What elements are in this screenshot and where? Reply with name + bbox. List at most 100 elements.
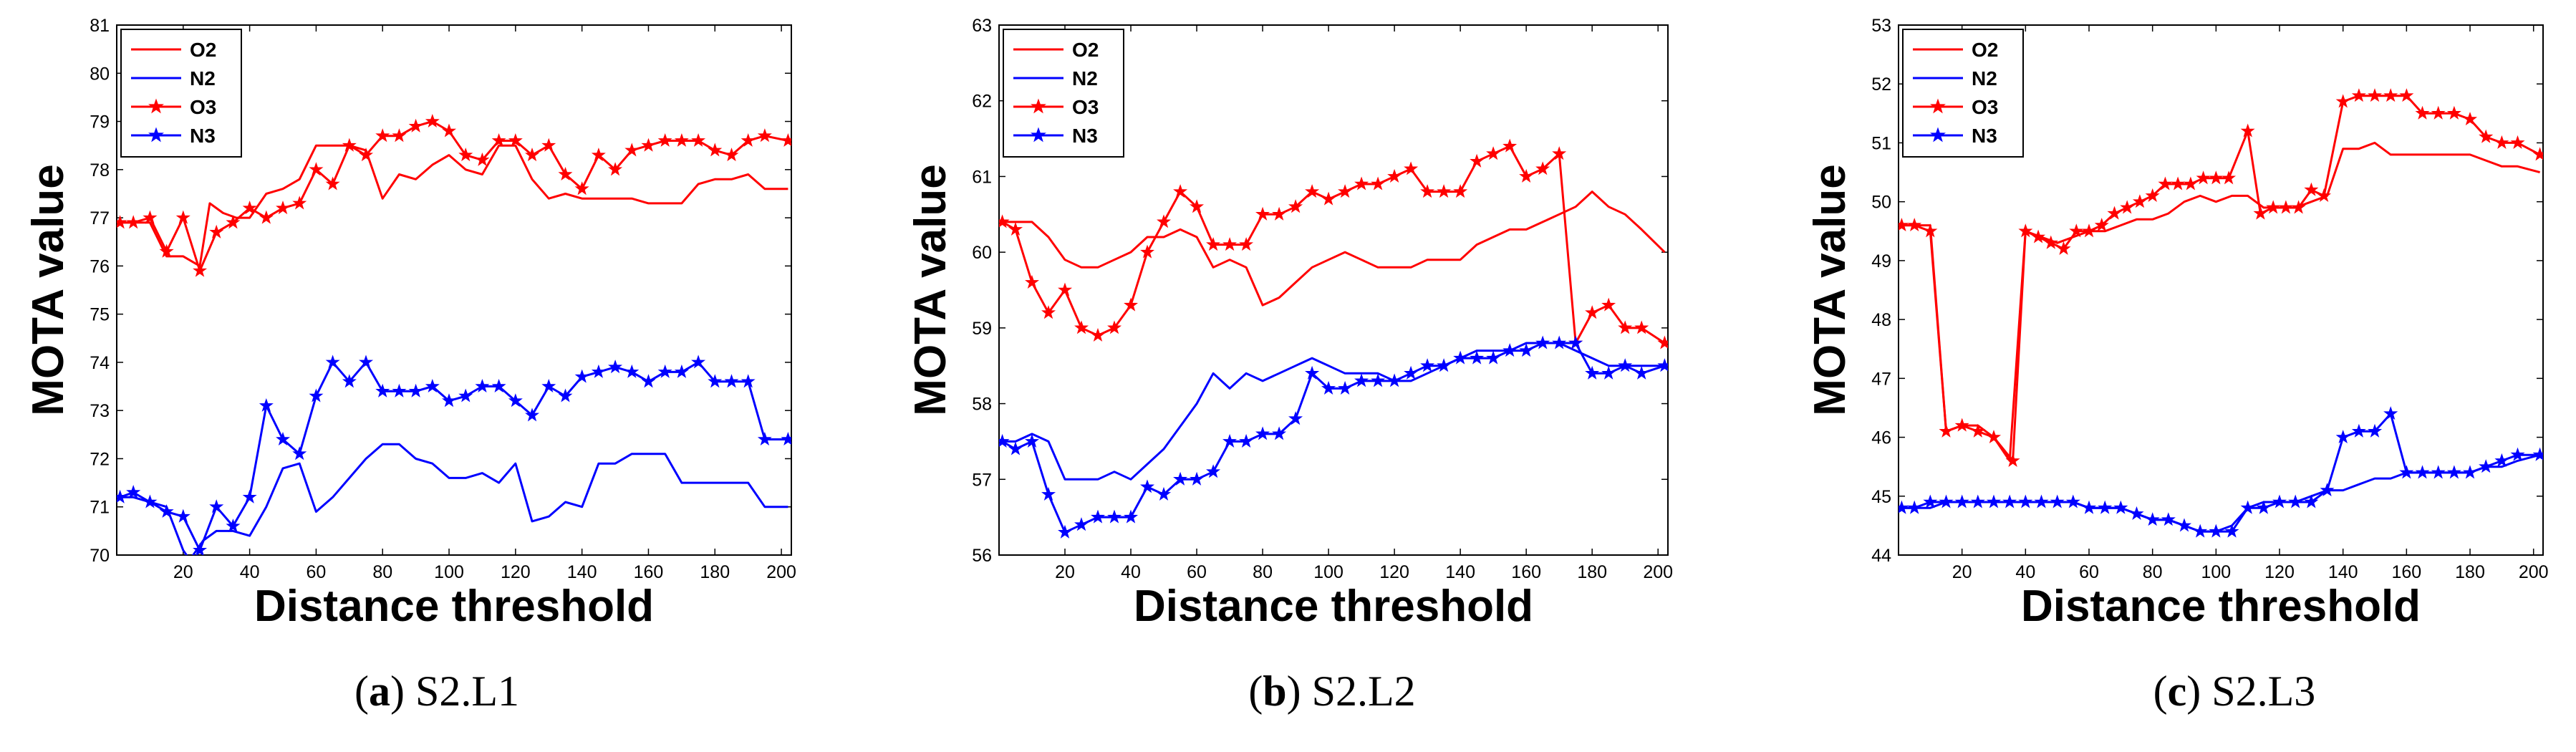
panel-c-legend-n2-label: N2 <box>1972 67 1997 90</box>
panel-a-series-n3-point <box>143 494 158 508</box>
panel-a-y-axis-label: MOTA value <box>24 164 73 415</box>
panel-b-x-tick-label: 20 <box>1055 562 1075 582</box>
panel-c-series-n3-point <box>2098 500 2113 514</box>
panel-c-series-o3-point <box>2510 135 2525 149</box>
panel-c-series-o3-point <box>2335 94 2350 108</box>
panel-a-legend-o3-marker <box>148 98 164 114</box>
panel-a-series-o3-point <box>159 244 174 258</box>
panel-a-series-n3-point <box>624 364 640 378</box>
panel-a-x-tick-label: 60 <box>307 562 327 582</box>
panel-c-x-tick-label: 80 <box>2143 562 2163 582</box>
panel-a-series-n3-point <box>708 374 723 388</box>
panel-b-series-n3-point <box>1091 509 1106 524</box>
panel-c-series-n3-point <box>2368 423 2383 438</box>
panel-a-series-o3-point <box>259 210 274 224</box>
panel-c-series-o3-point <box>2031 229 2046 244</box>
panel-b-y-tick-label: 60 <box>972 243 992 263</box>
panel-b-series-n3-point <box>1338 380 1353 395</box>
panel-a-y-tick-label: 75 <box>90 305 110 325</box>
panel-c-series-o3-point <box>2253 206 2268 220</box>
panel-b: (b) S2.L2 20 40 60 80 100 120 140 160 180 200 56 57… <box>906 16 1673 715</box>
panel-b-series-o3-point <box>1190 199 1205 213</box>
panel-c-series-n3-point <box>1899 500 1909 514</box>
panel-a-series-o3-point <box>591 148 606 162</box>
panel-a-series-o3-point <box>691 132 706 147</box>
panel-c-series-o3-point <box>2158 176 2173 191</box>
panel-a-series-n3-point <box>342 374 357 388</box>
panel-c-series-n3-point <box>2532 447 2543 461</box>
panel-b-y-tick-label: 58 <box>972 395 992 415</box>
panel-a-series-o3-point <box>126 215 141 229</box>
panel-a-series-n3-point <box>392 383 407 397</box>
panel-a-y-tick-label: 79 <box>90 112 110 132</box>
panel-c-series-o3-point <box>2222 170 2237 185</box>
panel-b-series-n3-point <box>1321 380 1336 395</box>
panel-a-legend-n2-label: N2 <box>190 67 216 90</box>
panel-c-series-o3-point <box>1939 423 1954 438</box>
panel-c-series-n3-point <box>2510 447 2525 461</box>
panel-c-series-o3-point <box>2415 105 2430 120</box>
panel-b-series-n3-point <box>1470 350 1485 365</box>
panel-a-y-tick-label: 71 <box>90 498 110 518</box>
panel-b-series-o3-point <box>1058 282 1073 297</box>
panel-a-series-o3-point <box>757 128 772 143</box>
panel-c-series-o3-point <box>2082 223 2097 238</box>
panel-a-series-o3-point <box>624 143 640 157</box>
panel-b-series-n3-point <box>1601 365 1616 380</box>
panel-b-series-n3-point <box>1173 471 1188 486</box>
panel-c-series-o3-point <box>2494 135 2509 149</box>
panel-b-x-tick-label: 200 <box>1643 562 1673 582</box>
panel-a-y-tick-label: 80 <box>90 64 110 84</box>
panel-b-series-o3-point <box>1552 146 1567 160</box>
panel-c-series-o3-point <box>2209 170 2224 185</box>
panel-b-y-tick-label: 62 <box>972 92 992 112</box>
panel-b-series-n3-point <box>1354 373 1369 387</box>
panel-b-series-o3-point <box>1157 214 1172 228</box>
panel-c-series-o3-point <box>1986 430 2002 444</box>
panel-b-series-n3-point <box>1387 373 1402 387</box>
panel-c-y-tick-label: 52 <box>1871 74 1891 95</box>
panel-b-x-tick-label: 60 <box>1187 562 1207 582</box>
panel-b-series-n3-point <box>1025 433 1040 448</box>
panel-a-x-tick-label: 180 <box>700 562 730 582</box>
panel-a-series-o3-point <box>375 128 390 143</box>
panel-b-series-n3-point <box>1535 335 1550 350</box>
panel-b-series-o3-point <box>1239 237 1254 251</box>
panel-c-legend-o2-label: O2 <box>1972 39 1998 61</box>
panel-b-x-axis-label: Distance threshold <box>1134 582 1533 631</box>
panel-a-series-n3-point <box>375 383 390 397</box>
panel-c-series-n3-point <box>2113 500 2128 514</box>
panel-a-legend-n3-marker <box>148 127 164 143</box>
panel-c-y-tick-label: 50 <box>1871 193 1891 213</box>
panel-c-y-tick-label: 45 <box>1871 487 1891 507</box>
panel-c-x-tick-label: 200 <box>2519 562 2549 582</box>
panel-c-series-n3-point <box>2177 518 2192 532</box>
panel-b-series-o3-point <box>1008 221 1023 236</box>
panel-a-series-n3-point <box>408 383 423 397</box>
panel-a-x-tick-label: 200 <box>766 562 796 582</box>
panel-c-series-o3-point <box>2266 200 2281 214</box>
panel-b-series-o2-line <box>1002 191 1666 307</box>
panel-c-x-tick-label: 120 <box>2264 562 2295 582</box>
panel-a-series-n3-point <box>741 374 756 388</box>
panel-b-series-n3-point <box>1404 365 1419 380</box>
panel-a-series-group <box>117 113 791 555</box>
panel-b-series-group <box>999 138 1668 539</box>
panel-a-series-o3-point <box>781 133 791 147</box>
panel-c-series-o3-point <box>2145 188 2160 202</box>
panel-a-x-tick-label: 20 <box>173 562 193 582</box>
panel-b-series-o3-point <box>1206 237 1221 251</box>
panel-c-x-tick-label: 60 <box>2079 562 2099 582</box>
panel-c-series-n3-point <box>2479 459 2494 473</box>
panel-a-series-n3-point <box>641 374 656 388</box>
panel-b-series-n3-point <box>1657 358 1668 372</box>
panel-c-series-n3-point <box>2415 465 2430 479</box>
panel-a-series-o3-point <box>641 138 656 152</box>
panel-c-y-tick-label: 48 <box>1871 310 1891 330</box>
panel-b-y-tick-label: 59 <box>972 319 992 339</box>
panel-c-series-o3-point <box>2005 453 2020 467</box>
panel-a-series-o3-point <box>325 176 340 191</box>
panel-c-x-axis-label: Distance threshold <box>2021 582 2421 631</box>
panel-c-series-n3-point <box>2193 524 2208 538</box>
panel-b-series-o3-point <box>1025 274 1040 289</box>
